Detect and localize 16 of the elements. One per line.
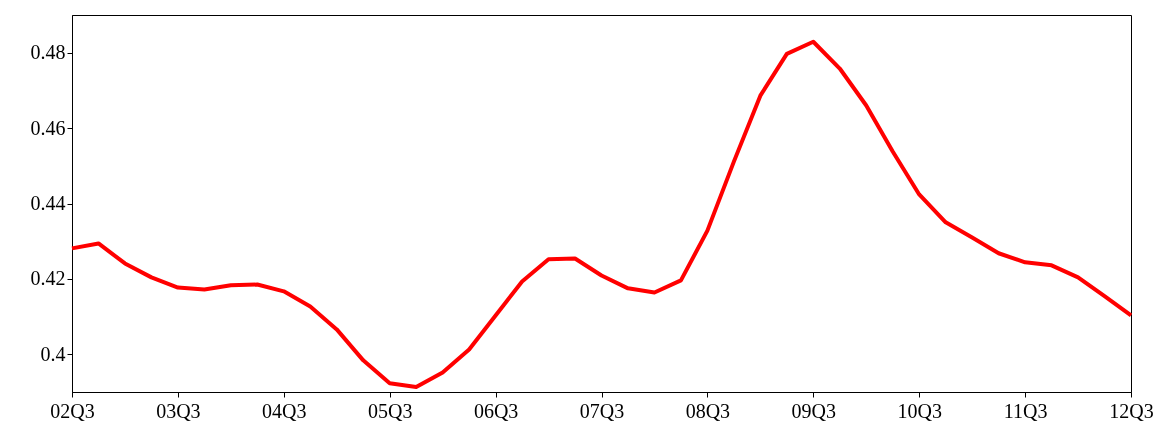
- y-tick-label: 0.42: [30, 267, 66, 290]
- x-tick-label: 12Q3: [1109, 399, 1154, 422]
- x-tick-label: 11Q3: [1003, 399, 1048, 422]
- x-tick-label: 02Q3: [50, 399, 95, 422]
- x-tick-label: 03Q3: [156, 399, 201, 422]
- x-tick-label: 04Q3: [262, 399, 307, 422]
- y-tick-label: 0.4: [40, 342, 66, 365]
- y-tick-label: 0.46: [30, 116, 66, 139]
- x-tick-label: 08Q3: [685, 399, 731, 422]
- x-tick-label: 07Q3: [579, 399, 625, 422]
- y-tick-label: 0.44: [30, 192, 66, 214]
- x-tick-label: 06Q3: [473, 399, 519, 422]
- x-tick-label: 05Q3: [367, 399, 413, 422]
- y-tick-label: 0.48: [30, 41, 66, 64]
- x-tick-label: 10Q3: [897, 399, 942, 422]
- x-tick-label: 09Q3: [791, 399, 837, 422]
